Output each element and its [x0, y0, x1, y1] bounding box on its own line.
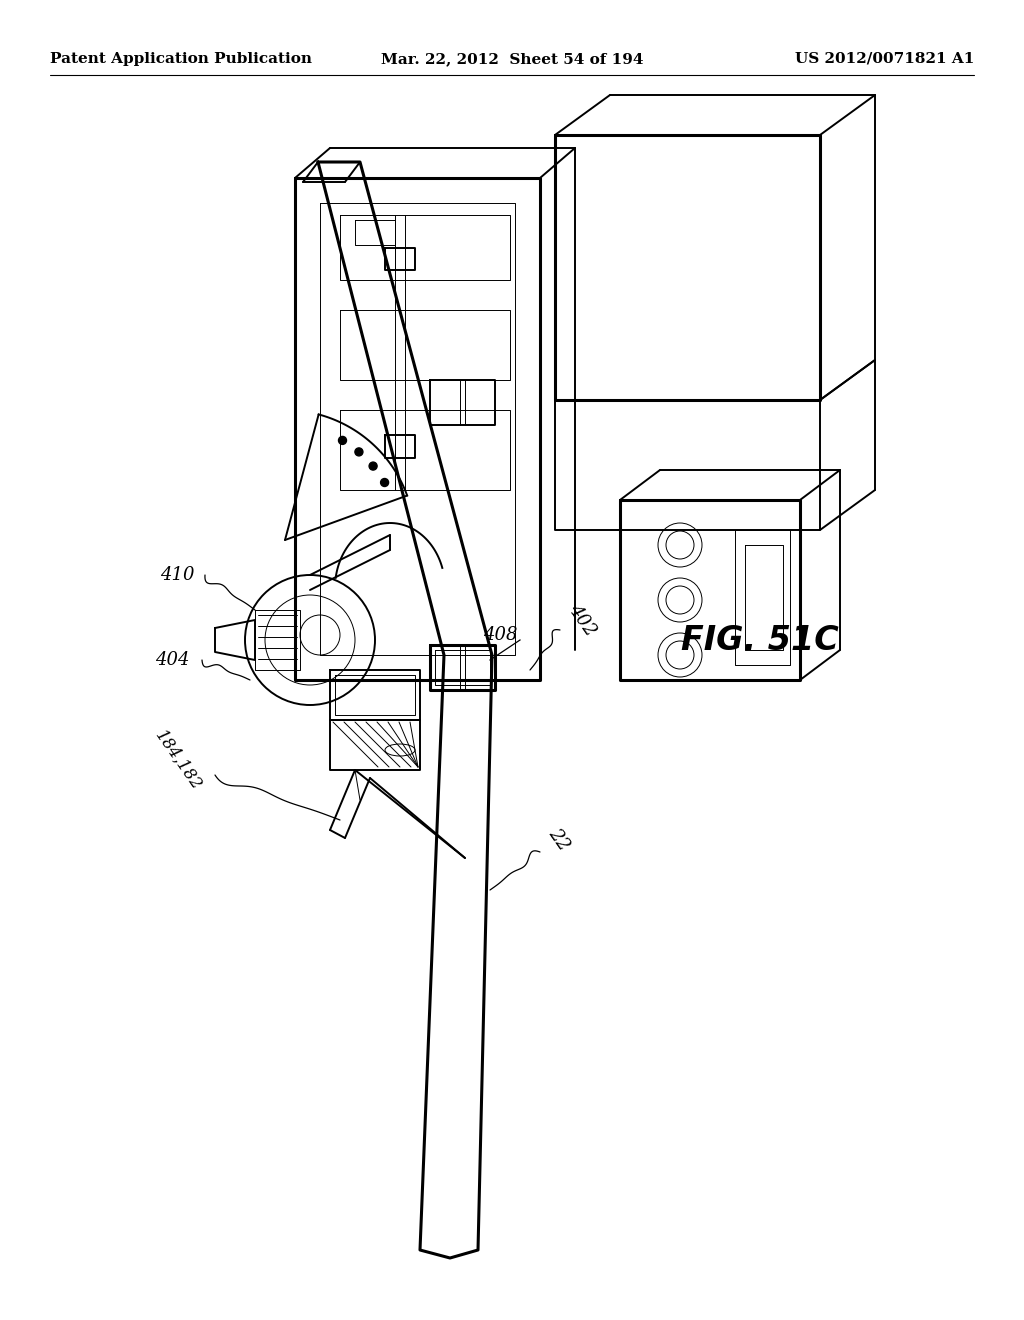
Text: 408: 408: [483, 626, 518, 644]
Text: 410: 410: [161, 566, 195, 583]
Text: 184,182: 184,182: [152, 727, 205, 793]
Circle shape: [355, 447, 362, 455]
Text: Patent Application Publication: Patent Application Publication: [50, 51, 312, 66]
Text: 404: 404: [156, 651, 190, 669]
Circle shape: [381, 479, 388, 487]
Circle shape: [369, 462, 377, 470]
Circle shape: [339, 437, 346, 445]
Text: 402: 402: [565, 601, 599, 639]
Text: 22: 22: [545, 825, 573, 854]
Text: FIG. 51C: FIG. 51C: [681, 623, 839, 656]
Text: US 2012/0071821 A1: US 2012/0071821 A1: [795, 51, 974, 66]
Text: Mar. 22, 2012  Sheet 54 of 194: Mar. 22, 2012 Sheet 54 of 194: [381, 51, 643, 66]
